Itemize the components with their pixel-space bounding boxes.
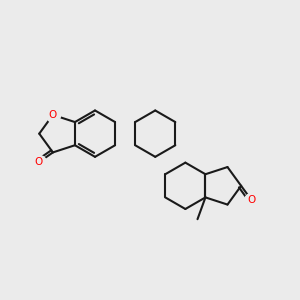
Text: O: O [49,110,57,120]
Text: O: O [247,195,255,205]
Text: O: O [34,157,43,167]
